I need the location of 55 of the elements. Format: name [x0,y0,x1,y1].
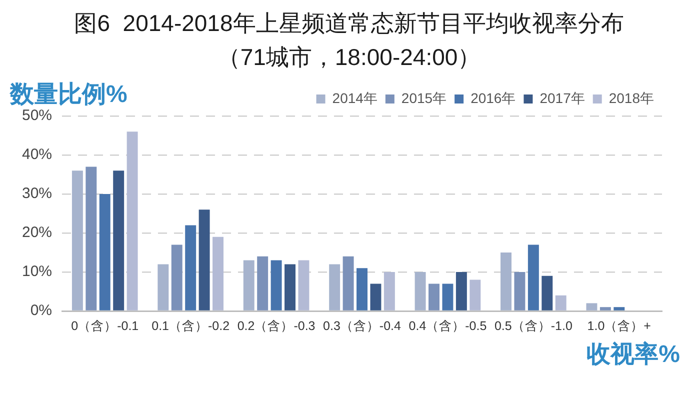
bar [456,272,467,310]
bar [356,268,368,310]
bar [72,170,83,310]
chart-title: 图6 2014-2018年上星频道常态新节目平均收视率分布 [73,9,625,38]
y-tick-label: 40% [22,146,52,164]
bar [414,272,426,310]
x-axis-title: 收视率% [586,340,680,370]
bar [500,252,512,310]
legend-label: 2018年 [608,90,654,106]
y-tick-label: 10% [22,263,52,280]
x-tick-label: 1.0（含）+ [587,318,651,333]
chart-subtitle: （71城市，18:00-24:00） [216,43,482,72]
bar [370,284,382,310]
bar [185,225,196,310]
bar [270,260,282,310]
bar [555,295,566,310]
y-tick-label: 30% [22,185,52,202]
bar [586,303,598,310]
bar [158,264,169,310]
bar [243,260,254,310]
y-tick-label: 0% [30,302,52,320]
bar [528,244,539,310]
bar [384,272,395,310]
bar [257,256,268,310]
bar [126,132,138,310]
bar [600,307,611,310]
bar [171,244,182,310]
legend-label: 2015年 [401,90,447,106]
bar [329,264,340,310]
bar [298,260,310,310]
bar [86,166,97,310]
bar [113,170,124,310]
bar [212,236,224,310]
bar [442,284,454,310]
bar [470,280,481,310]
y-tick-label: 20% [22,224,52,242]
x-tick-label: 0.2（含）-0.3 [237,318,316,333]
bar [198,210,210,310]
bar [99,194,110,310]
bar [428,284,440,310]
bar [284,264,296,310]
x-tick-label: 0.4（含）-0.5 [408,318,487,333]
bar [514,272,526,310]
legend-label: 2017年 [540,90,585,106]
x-tick-label: 0（含）-0.1 [71,318,139,333]
legend-label: 2014年 [332,90,378,106]
x-tick-label: 0.3（含）-0.4 [323,318,402,333]
y-tick-label: 50% [22,107,52,124]
x-tick-label: 0.1（含）-0.2 [152,318,230,333]
bar [342,256,354,310]
x-tick-label: 0.5（含）-1.0 [494,318,572,333]
y-axis-title: 数量比例% [10,80,128,110]
bar [614,307,625,310]
legend-label: 2016年 [470,90,516,106]
bar [542,276,553,310]
